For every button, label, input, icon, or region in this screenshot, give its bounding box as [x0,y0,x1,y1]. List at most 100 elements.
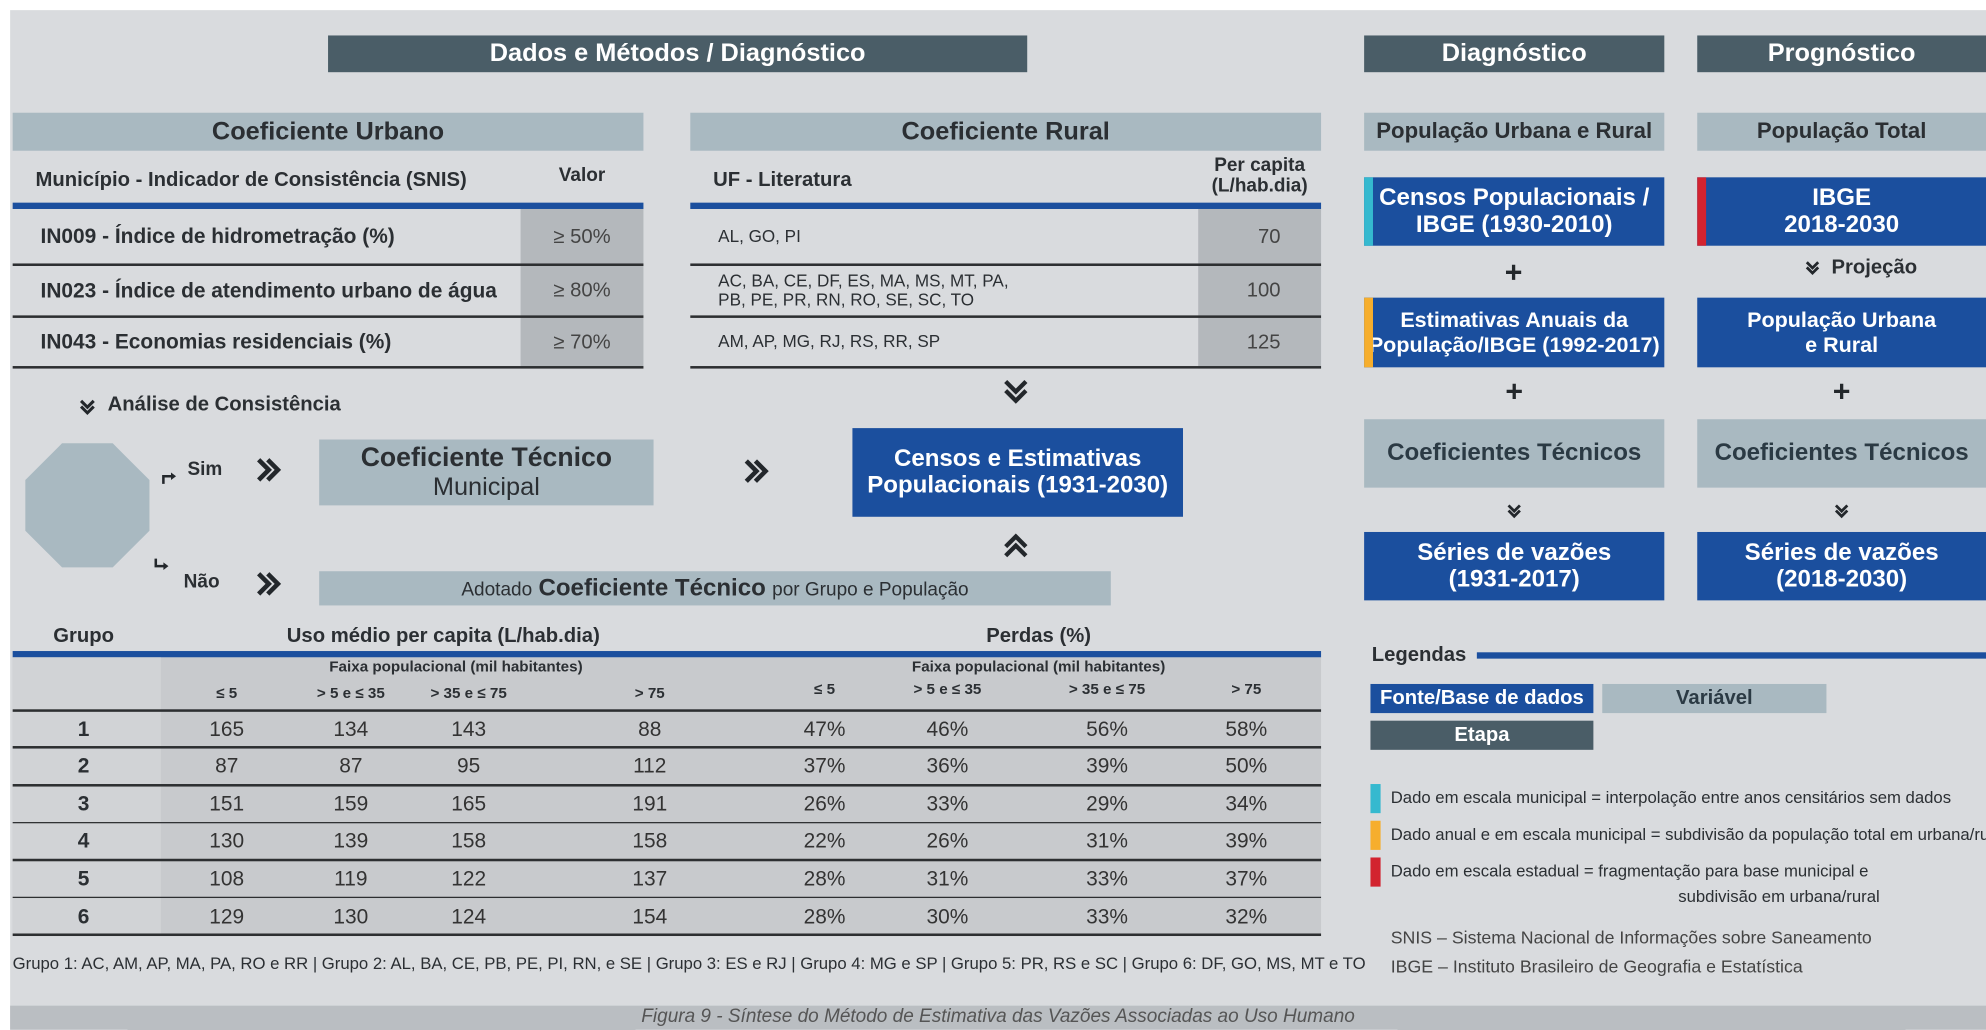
rule [12,202,644,209]
cell: 22% [803,830,846,853]
chevron [744,459,760,483]
blue-box: População Urbana e Rural [1697,297,1986,368]
chevron [1834,509,1849,519]
legend-key: Etapa [1370,720,1594,750]
chevron [79,405,95,416]
blue-box: Séries de vazões (1931-2017) [1364,531,1665,601]
label: Sim [187,457,223,480]
row-line [12,315,644,318]
cell: 154 [632,905,668,928]
row-value: 70 [1257,226,1281,248]
caption: Figura 9 - Síntese do Método de Estimati… [10,1005,1986,1030]
cell: 28% [803,867,846,891]
row-line [690,315,1322,318]
chevron [257,572,272,596]
strip [1364,177,1373,246]
row-line [690,366,1322,369]
cell: 46% [926,717,969,741]
cell: 34% [1225,792,1268,816]
band: > 5 e ≤ 35 [913,680,982,699]
cell: 58% [1225,717,1268,741]
adotado-box: Adotado Coeficiente Técnico por Grupo e Po… [319,571,1111,606]
row-line [690,263,1322,266]
cell: 3 [77,792,90,816]
label: Análise de Consistência [107,393,341,416]
cell: 134 [333,717,369,741]
blue-box: Séries de vazões (2018-2030) [1697,531,1986,601]
chevron [753,459,769,483]
legend-text: Dado em escala municipal = interpolação … [1390,787,1952,807]
cell: 37% [1225,867,1268,891]
rule [12,651,1322,658]
chevron [266,458,282,482]
chevron [266,572,282,596]
chevron [1834,504,1849,514]
row-label: AC, BA, CE, DF, ES, MA, MS, MT, PA, PB, … [718,271,1009,310]
cell: 33% [1086,867,1128,891]
cell: 158 [451,830,487,853]
row-label: AM, AP, MG, RJ, RS, RR, SP [718,331,941,351]
chevron [1507,509,1521,519]
cell: 56% [1086,717,1128,741]
column-header: Grupo [53,625,114,648]
cell: 158 [632,830,668,853]
rule [1476,652,1986,659]
cell: 165 [451,792,487,816]
cell: 50% [1225,755,1268,778]
cell: 33% [926,792,969,816]
column-header: Per capita (L/hab.dia) [1211,154,1308,197]
cell: 6 [77,905,90,928]
column-header: UF - Literatura [713,169,852,192]
legend-text: Dado anual e em escala municipal = subdi… [1390,824,1986,844]
gray-box: Coeficientes Técnicos [1364,419,1665,488]
legend-title: Legendas [1371,644,1467,667]
cell: 26% [803,792,846,816]
cell: 36% [926,755,969,778]
cell: 143 [451,717,487,741]
label: Adotado [461,578,533,601]
sub-header: Faixa populacional (mil habitantes) [911,657,1166,676]
chevron [1507,504,1521,514]
chevron [1004,542,1028,558]
gray-box: Coeficientes Técnicos [1697,419,1986,488]
cell: 124 [451,905,487,928]
cell: 32% [1225,905,1268,928]
cell: 1 [77,717,90,741]
cell: 159 [333,792,369,816]
cell: 39% [1225,830,1268,853]
column-header: Valor [558,164,606,187]
cell: 119 [334,867,368,891]
cell: 139 [333,830,369,853]
row-value: ≥ 70% [553,331,611,353]
cell: 28% [803,905,846,928]
abbreviation: IBGE – Instituto Brasileiro de Geografia… [1390,956,1803,977]
blue-box: Censos Populacionais / IBGE (1930-2010) [1364,177,1665,246]
column-header: Município - Indicador de Consistência (S… [35,169,467,192]
cell: 33% [1086,905,1128,928]
cell: 5 [77,867,90,891]
row-line [12,746,1322,749]
chevron [1004,379,1028,395]
label: Coeficiente Técnico [360,443,613,473]
band: > 35 e ≤ 75 [430,684,507,703]
column-header: Uso médio per capita (L/hab.dia) [286,625,600,648]
header: Dados e Métodos / Diagnóstico [328,35,1028,73]
strip [1370,857,1381,887]
column-header: Perdas (%) [986,625,1091,648]
blue-box: Estimativas Anuais da População/IBGE (19… [1364,297,1665,368]
table-title: Coeficiente Rural [690,112,1322,151]
legend-text: Dado em escala estadual = fragmentação p… [1390,861,1869,881]
row-line [12,858,1322,862]
cell: 112 [633,755,667,778]
row-line [12,263,644,266]
row-line [12,784,1322,787]
cell: 29% [1086,792,1128,816]
chevron [79,399,95,410]
cell: 31% [926,867,969,891]
cell: 191 [632,792,668,816]
blue-box: Censos e Estimativas Populacionais (1931… [852,428,1184,517]
row-line [12,821,1322,824]
subtitle-box: População Urbana e Rural [1364,112,1665,151]
cell: 165 [209,717,245,741]
abbreviation: SNIS – Sistema Nacional de Informações s… [1390,927,1872,948]
